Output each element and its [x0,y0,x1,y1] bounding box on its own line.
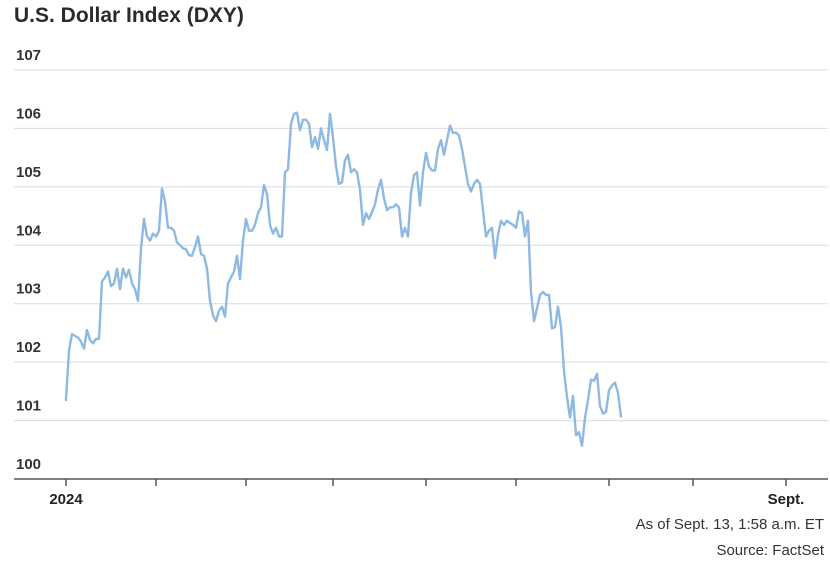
y-tick-label: 106 [16,105,41,122]
gridlines [14,69,828,422]
x-tick-label: Sept. [768,491,805,508]
chart-title: U.S. Dollar Index (DXY) [14,4,244,27]
y-tick-label: 104 [16,222,42,239]
y-tick-label: 101 [16,398,41,415]
y-tick-label: 103 [16,281,41,298]
x-tick-label: 2024 [49,491,83,508]
series-lines [64,111,623,447]
x-axis-ticks: 2024 Sept. [49,479,804,508]
y-tick-label: 102 [16,339,41,356]
as-of-note: As of Sept. 13, 1:58 a.m. ET [635,516,824,533]
source-note: Source: FactSet [716,542,824,559]
series-line-dxy [64,111,623,447]
y-axis-tick-labels: 100 101 102 103 104 105 106 107 [16,47,42,473]
y-tick-label: 100 [16,456,41,473]
y-tick-label: 105 [16,164,41,181]
y-tick-label: 107 [16,47,41,64]
